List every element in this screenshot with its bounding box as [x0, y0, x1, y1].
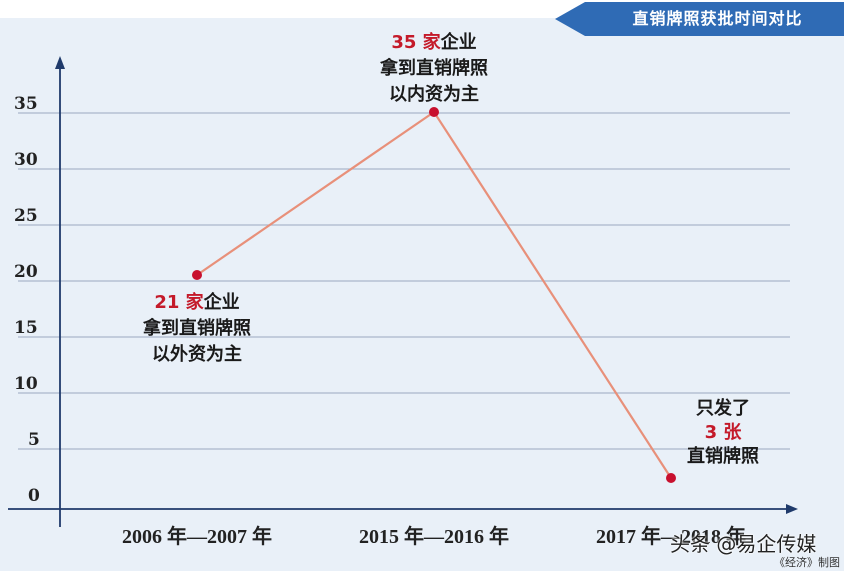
- y-tick-25: 25: [14, 206, 38, 226]
- chart-panel: [0, 18, 844, 571]
- watermark: 头条 @易企传媒: [670, 532, 817, 556]
- y-tick-35: 35: [14, 94, 38, 114]
- annotation-count: 3 张: [704, 422, 742, 443]
- y-tick-20: 20: [14, 262, 38, 282]
- x-tick-2017-2018: 2017 年—2018 年: [596, 526, 746, 548]
- credit-text: 《经济》制图: [774, 556, 840, 569]
- annotation-2006-2007: 21 家企业 拿到直销牌照 以外资为主: [143, 292, 251, 365]
- y-axis: [55, 56, 65, 527]
- y-tick-0: 0: [28, 486, 40, 506]
- y-tick-10: 10: [14, 374, 38, 394]
- x-axis-arrow-icon: [786, 504, 798, 514]
- annotation-2015-2016: 35 家企业 拿到直销牌照 以内资为主: [380, 32, 488, 105]
- y-tick-15: 15: [14, 318, 38, 338]
- y-tick-5: 5: [28, 430, 40, 450]
- annotation-2017-2018: 只发了 3 张 直销牌照: [663, 397, 783, 469]
- annotation-count: 35 家: [391, 32, 441, 53]
- title-banner: 直销牌照获批时间对比: [555, 2, 844, 36]
- gridlines: [18, 112, 790, 450]
- data-point-2006-2007: [192, 270, 202, 280]
- chart-title: 直销牌照获批时间对比: [632, 9, 803, 28]
- y-tick-30: 30: [14, 150, 38, 170]
- y-axis-arrow-icon: [55, 56, 65, 69]
- x-tick-2006-2007: 2006 年—2007 年: [122, 526, 272, 548]
- data-point-2017-2018: [666, 473, 676, 483]
- x-tick-2015-2016: 2015 年—2016 年: [359, 526, 509, 548]
- x-axis: [8, 504, 798, 514]
- data-point-2015-2016: [429, 107, 439, 117]
- annotation-count: 21 家: [154, 292, 204, 313]
